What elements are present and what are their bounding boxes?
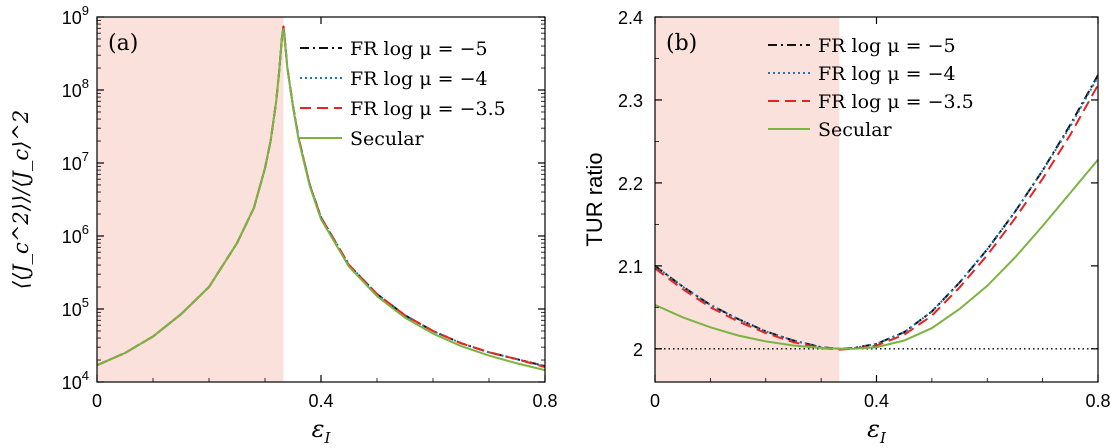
y-tick-label: 105 <box>62 295 89 320</box>
panel-label: (a) <box>108 31 138 56</box>
series-line-3 <box>655 159 1098 350</box>
y-tick-label: 2.3 <box>618 91 643 111</box>
y-axis-label: ⟨⟨J_c^2⟩⟩/⟨J_c⟩^2 <box>9 110 33 290</box>
x-axis-label: εI <box>312 415 332 447</box>
legend-label-0: FR log μ = −5 <box>818 35 956 57</box>
y-tick-label: 104 <box>62 368 89 393</box>
x-tick-label: 0.8 <box>532 391 557 411</box>
panel-b: 0 0.4 0.8 2 2.1 2.2 2.3 2.4 εI TUR ratio (b) FR log… <box>582 8 1111 447</box>
y-tick-label: 2 <box>633 340 643 360</box>
legend-label-1: FR log μ = −4 <box>818 63 956 85</box>
legend-label-3: Secular <box>818 119 893 141</box>
x-axis-label: εI <box>867 415 887 447</box>
y-tick-label: 107 <box>62 149 89 174</box>
shaded-region <box>655 17 840 382</box>
x-tick-label: 0.8 <box>1085 391 1110 411</box>
legend-label-0: FR log μ = −5 <box>350 38 488 60</box>
x-tick-label: 0.4 <box>864 391 889 411</box>
y-tick-label: 2.4 <box>618 8 643 28</box>
series-line-3 <box>97 28 545 372</box>
shaded-region <box>97 17 284 382</box>
y-tick-label: 109 <box>62 3 89 28</box>
series-line-1 <box>655 76 1098 350</box>
y-tick-label: 2.2 <box>618 174 643 194</box>
x-tick-label: 0 <box>650 391 660 411</box>
legend-label-2: FR log μ = −3.5 <box>818 91 974 113</box>
y-axis-label: TUR ratio <box>582 152 607 246</box>
legend-label-3: Secular <box>350 128 425 150</box>
legend-label-1: FR log μ = −4 <box>350 68 488 90</box>
panel-a: 0 0.4 0.8 104 105 106 107 108 109 εI ⟨⟨J_c^2⟩⟩/⟨J_… <box>9 3 558 447</box>
y-tick-label: 106 <box>62 222 89 247</box>
legend-label-2: FR log μ = −3.5 <box>350 98 506 120</box>
panel-label: (b) <box>666 31 697 56</box>
y-tick-label: 108 <box>62 76 89 101</box>
x-tick-label: 0 <box>92 391 102 411</box>
x-tick-label: 0.4 <box>308 391 333 411</box>
y-tick-label: 2.1 <box>618 257 643 277</box>
